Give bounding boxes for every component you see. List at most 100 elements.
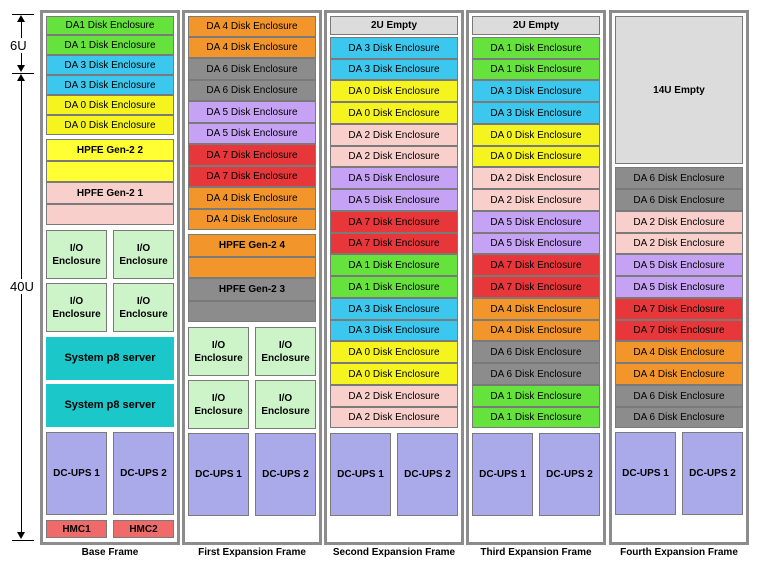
rack-slot: DA 0 Disk Enclosure [330, 363, 458, 385]
frame-caption: First Expansion Frame [198, 547, 306, 558]
base-frame: DA1 Disk Enclosure DA 1 Disk Enclosure D… [40, 10, 180, 545]
hpfe-enclosure-lower [46, 161, 174, 182]
rack-slot: DA 7 Disk Enclosure [188, 144, 316, 166]
ruler-arrow-icon [17, 65, 25, 72]
ruler-line-40u [21, 81, 22, 533]
dc-ups: DC-UPS 2 [682, 432, 743, 515]
rack-slot: DA 6 Disk Enclosure [615, 167, 743, 189]
rack-slot: DA 4 Disk Enclosure [188, 209, 316, 230]
rack-slot: DA 2 Disk Enclosure [472, 189, 600, 211]
ruler-label-40u: 40U [10, 279, 34, 294]
rack-slot: DA 6 Disk Enclosure [615, 407, 743, 428]
rack-slot: DA 2 Disk Enclosure [615, 233, 743, 254]
frame-caption: Base Frame [81, 547, 139, 558]
rack-slot: DA 5 Disk Enclosure [615, 254, 743, 276]
first-expansion-frame: DA 4 Disk Enclosure DA 4 Disk Enclosure … [182, 10, 322, 545]
dc-ups: DC-UPS 2 [113, 432, 174, 515]
io-enclosure: I/O Enclosure [188, 380, 249, 429]
rack-slot: DA 5 Disk Enclosure [188, 101, 316, 123]
ruler-arrow-icon [17, 74, 25, 81]
ruler-arrow-icon [17, 15, 25, 22]
rack-slot: DA 3 Disk Enclosure [330, 298, 458, 320]
ruler-tick-bottom [12, 540, 34, 541]
dc-ups: DC-UPS 1 [188, 433, 249, 516]
rack-slot: DA 2 Disk Enclosure [615, 211, 743, 233]
third-expansion-frame: 2U Empty DA 1 Disk Enclosure DA 1 Disk E… [466, 10, 606, 545]
ruler-label-6u: 6U [10, 38, 27, 53]
rack-slot: DA 0 Disk Enclosure [472, 124, 600, 146]
rack-slot: DA 4 Disk Enclosure [188, 16, 316, 37]
rack-slot: DA 7 Disk Enclosure [330, 233, 458, 254]
rack-slot: DA 0 Disk Enclosure [46, 115, 174, 135]
io-enclosure: I/O Enclosure [113, 283, 174, 332]
rack-slot: DA 2 Disk Enclosure [330, 385, 458, 407]
rack-slot: DA 6 Disk Enclosure [472, 341, 600, 363]
dc-ups: DC-UPS 1 [46, 432, 107, 515]
io-enclosure: I/O Enclosure [46, 230, 107, 279]
rack-slot: DA 3 Disk Enclosure [330, 320, 458, 341]
rack-slot: DA 7 Disk Enclosure [472, 254, 600, 276]
io-enclosure: I/O Enclosure [188, 327, 249, 376]
second-expansion-frame: 2U Empty DA 3 Disk Enclosure DA 3 Disk E… [324, 10, 464, 545]
rack-slot: DA 2 Disk Enclosure [330, 146, 458, 167]
rack-slot: DA 7 Disk Enclosure [615, 320, 743, 341]
rack-slot: DA 7 Disk Enclosure [615, 298, 743, 320]
dc-ups: DC-UPS 1 [615, 432, 676, 515]
rack-slot: DA 3 Disk Enclosure [46, 55, 174, 75]
frame-caption: Fourth Expansion Frame [620, 547, 738, 558]
hpfe-enclosure-lower [188, 257, 316, 278]
rack-slot: DA 5 Disk Enclosure [330, 189, 458, 211]
rack-slot: DA 4 Disk Enclosure [188, 187, 316, 209]
io-enclosure: I/O Enclosure [46, 283, 107, 332]
rack-slot: DA 6 Disk Enclosure [472, 363, 600, 385]
rack-slot: DA 7 Disk Enclosure [330, 211, 458, 233]
rack-slot: DA 4 Disk Enclosure [472, 298, 600, 320]
rack-slot: DA 6 Disk Enclosure [615, 189, 743, 211]
io-enclosure: I/O Enclosure [255, 327, 316, 376]
hpfe-enclosure: HPFE Gen-2 3 [188, 278, 316, 301]
hpfe-enclosure-lower [46, 204, 174, 225]
rack-slot: DA 5 Disk Enclosure [330, 167, 458, 189]
rack-slot: DA 1 Disk Enclosure [472, 407, 600, 428]
rack-slot: DA 6 Disk Enclosure [615, 385, 743, 407]
rack-slot: DA 2 Disk Enclosure [472, 167, 600, 189]
dc-ups: DC-UPS 1 [330, 433, 391, 516]
rack-slot: DA 0 Disk Enclosure [330, 341, 458, 363]
io-enclosure: I/O Enclosure [255, 380, 316, 429]
fourth-expansion-frame: 14U Empty DA 6 Disk Enclosure DA 6 Disk … [609, 10, 749, 545]
rack-slot: DA 1 Disk Enclosure [46, 35, 174, 55]
frame-caption: Third Expansion Frame [480, 547, 592, 558]
hpfe-enclosure: HPFE Gen-2 4 [188, 234, 316, 257]
rack-slot: DA 4 Disk Enclosure [472, 320, 600, 341]
hmc: HMC1 [46, 520, 107, 538]
rack-slot: DA 5 Disk Enclosure [472, 233, 600, 254]
rack-slot: DA 2 Disk Enclosure [330, 124, 458, 146]
rack-slot: DA1 Disk Enclosure [46, 16, 174, 35]
rack-slot: DA 1 Disk Enclosure [330, 276, 458, 298]
dc-ups: DC-UPS 1 [472, 433, 533, 516]
hpfe-enclosure: HPFE Gen-2 2 [46, 139, 174, 161]
io-enclosure: I/O Enclosure [113, 230, 174, 279]
rack-slot: DA 2 Disk Enclosure [330, 407, 458, 428]
rack-slot: DA 4 Disk Enclosure [615, 363, 743, 385]
dc-ups: DC-UPS 2 [255, 433, 316, 516]
ruler-tick-top [12, 14, 34, 15]
ruler-arrow-icon [17, 532, 25, 539]
server: System p8 server [46, 337, 174, 380]
rack-slot: DA 7 Disk Enclosure [188, 166, 316, 187]
ruler-tick-middle [12, 73, 34, 74]
dc-ups: DC-UPS 2 [539, 433, 600, 516]
empty-slot: 2U Empty [472, 16, 600, 35]
rack-slot: DA 0 Disk Enclosure [46, 95, 174, 115]
hpfe-enclosure-lower [188, 301, 316, 322]
rack-slot: DA 3 Disk Enclosure [472, 102, 600, 124]
dc-ups: DC-UPS 2 [397, 433, 458, 516]
rack-slot: DA 1 Disk Enclosure [472, 37, 600, 59]
rack-slot: DA 5 Disk Enclosure [188, 123, 316, 144]
hpfe-enclosure: HPFE Gen-2 1 [46, 182, 174, 204]
hmc: HMC2 [113, 520, 174, 538]
empty-slot: 2U Empty [330, 16, 458, 35]
rack-slot: DA 3 Disk Enclosure [46, 75, 174, 95]
rack-slot: DA 4 Disk Enclosure [615, 341, 743, 363]
rack-slot: DA 4 Disk Enclosure [188, 37, 316, 58]
